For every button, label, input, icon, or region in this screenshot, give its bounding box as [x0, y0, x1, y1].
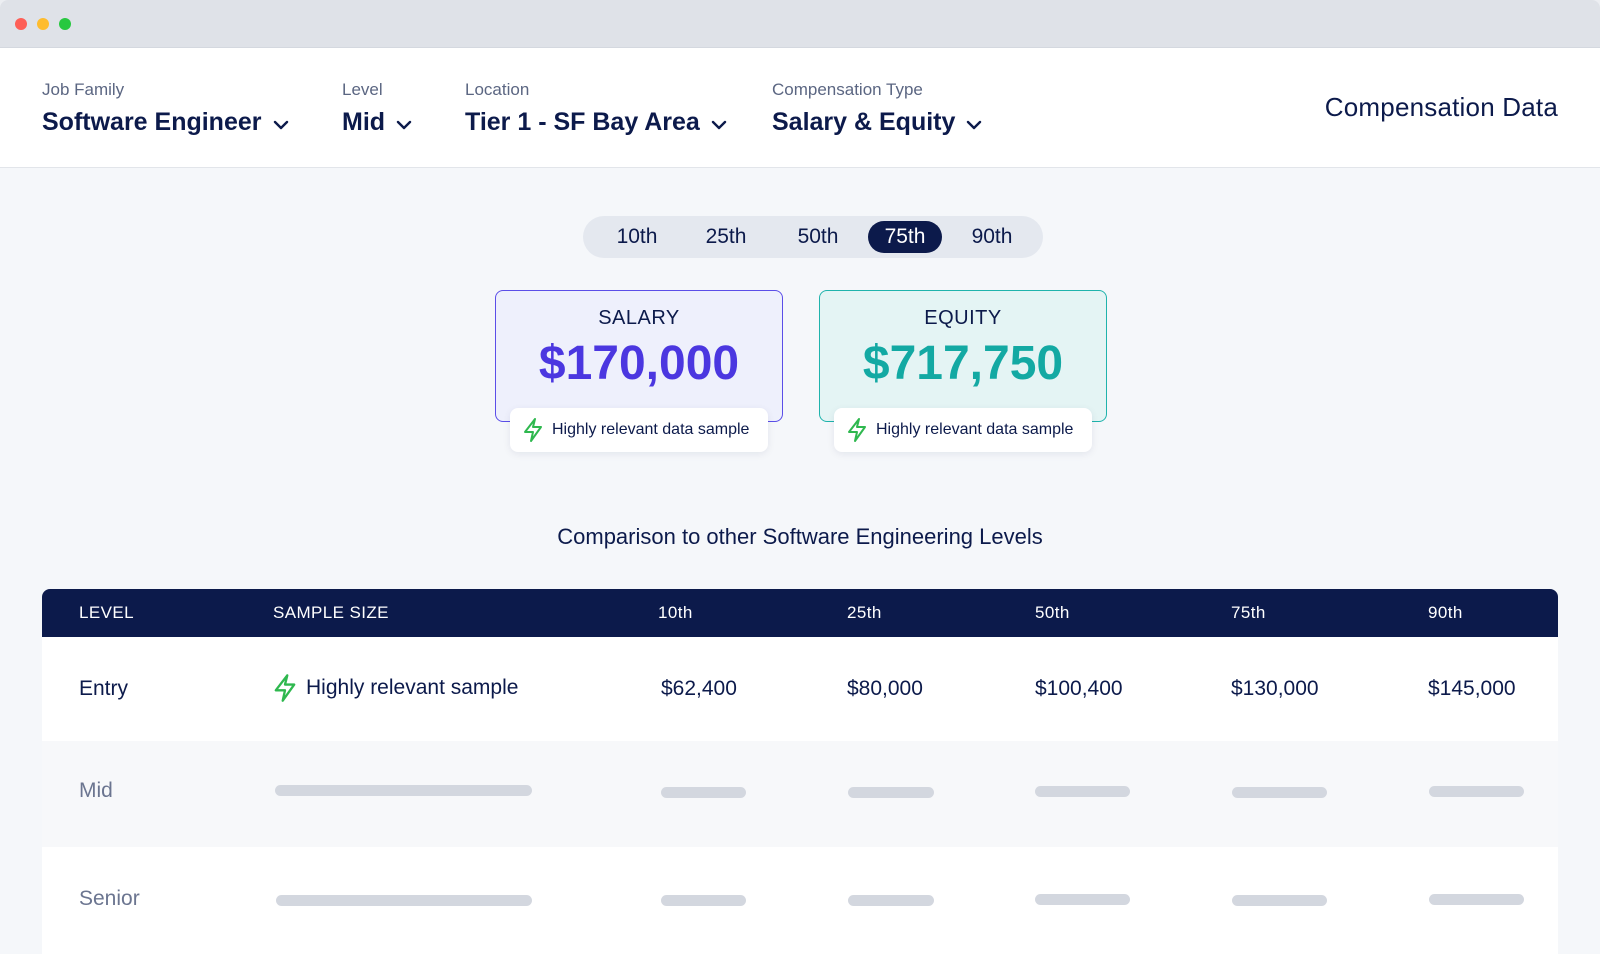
- percentile-option-25th[interactable]: 25th: [705, 225, 747, 248]
- filter-value: Software Engineer: [42, 108, 262, 136]
- table-header: LEVEL SAMPLE SIZE 10th 25th 50th 75th 90…: [42, 589, 1558, 637]
- filter-value: Salary & Equity: [772, 108, 956, 136]
- value-cell-50th: $100,400: [1035, 677, 1123, 700]
- loading-placeholder: [1232, 895, 1327, 906]
- loading-placeholder: [661, 895, 746, 906]
- column-header-90th: 90th: [1428, 603, 1463, 622]
- level-cell: Senior: [79, 887, 140, 910]
- equity-value: $717,750: [862, 337, 1064, 390]
- column-header-75th: 75th: [1231, 603, 1266, 622]
- page-title: Compensation Data: [1324, 92, 1558, 122]
- table-row[interactable]: Entry Highly relevant sample $62,400 $80…: [42, 637, 1558, 741]
- loading-placeholder: [848, 787, 934, 798]
- percentile-option-75th[interactable]: 75th: [868, 221, 942, 253]
- lightning-bolt-icon: [274, 674, 296, 702]
- chevron-down-icon: [711, 120, 727, 129]
- window-titlebar: [0, 0, 1600, 48]
- maximize-window-button[interactable]: [59, 18, 71, 30]
- percentile-option-90th[interactable]: 90th: [971, 225, 1013, 248]
- loading-placeholder: [275, 785, 532, 796]
- loading-placeholder: [1035, 894, 1130, 905]
- filter-label: Level: [342, 80, 383, 99]
- table-row[interactable]: Mid: [42, 741, 1558, 847]
- loading-placeholder: [1232, 787, 1327, 798]
- chevron-down-icon: [396, 120, 412, 129]
- loading-placeholder: [1429, 894, 1524, 905]
- salary-card: SALARY $170,000: [495, 290, 783, 422]
- column-header-level: LEVEL: [79, 603, 134, 622]
- filter-value: Mid: [342, 108, 386, 136]
- comparison-title: Comparison to other Software Engineering…: [557, 524, 1043, 549]
- sample-size-text: Highly relevant sample: [306, 676, 519, 699]
- salary-value: $170,000: [538, 337, 740, 390]
- value-cell-10th: $62,400: [661, 677, 737, 700]
- comparison-table: LEVEL SAMPLE SIZE 10th 25th 50th 75th 90…: [42, 589, 1558, 954]
- equity-card: EQUITY $717,750: [819, 290, 1107, 422]
- column-header-10th: 10th: [658, 603, 693, 622]
- value-cell-25th: $80,000: [847, 677, 923, 700]
- loading-placeholder: [1429, 786, 1524, 797]
- compensation-type-filter[interactable]: Compensation Type Salary & Equity: [772, 80, 985, 137]
- location-filter[interactable]: Location Tier 1 - SF Bay Area: [465, 80, 730, 137]
- filter-label: Location: [465, 80, 530, 99]
- lightning-bolt-icon: [524, 418, 542, 442]
- close-window-button[interactable]: [15, 18, 27, 30]
- level-cell: Entry: [79, 677, 129, 700]
- loading-placeholder: [661, 787, 746, 798]
- equity-label: EQUITY: [924, 307, 1002, 329]
- badge-text: Highly relevant data sample: [876, 421, 1074, 438]
- percentile-option-10th[interactable]: 10th: [616, 225, 658, 248]
- level-cell: Mid: [79, 779, 113, 802]
- sample-size-cell: Highly relevant sample: [272, 673, 518, 703]
- level-filter[interactable]: Level Mid: [342, 80, 415, 137]
- column-header-sample-size: SAMPLE SIZE: [273, 603, 389, 622]
- badge-text: Highly relevant data sample: [552, 421, 750, 438]
- filter-label: Job Family: [42, 80, 125, 99]
- filter-value: Tier 1 - SF Bay Area: [465, 108, 700, 136]
- chevron-down-icon: [273, 120, 288, 129]
- loading-placeholder: [1035, 786, 1130, 797]
- column-header-25th: 25th: [847, 603, 882, 622]
- percentile-option-50th[interactable]: 50th: [797, 225, 839, 248]
- chevron-down-icon: [967, 120, 982, 129]
- table-row[interactable]: Senior: [42, 847, 1558, 954]
- salary-relevance-badge: Highly relevant data sample: [510, 408, 768, 452]
- minimize-window-button[interactable]: [37, 18, 49, 30]
- job-family-filter[interactable]: Job Family Software Engineer: [42, 80, 292, 137]
- loading-placeholder: [848, 895, 934, 906]
- column-header-50th: 50th: [1035, 603, 1070, 622]
- salary-label: SALARY: [598, 307, 680, 329]
- value-cell-75th: $130,000: [1231, 677, 1319, 700]
- lightning-bolt-icon: [848, 418, 866, 442]
- value-cell-90th: $145,000: [1428, 677, 1516, 700]
- filter-bar: Job Family Software Engineer Level Mid L…: [0, 48, 1600, 168]
- percentile-toggle: 10th 25th 50th 75th 90th: [583, 216, 1043, 258]
- filter-label: Compensation Type: [772, 80, 923, 99]
- equity-relevance-badge: Highly relevant data sample: [834, 408, 1092, 452]
- loading-placeholder: [276, 895, 532, 906]
